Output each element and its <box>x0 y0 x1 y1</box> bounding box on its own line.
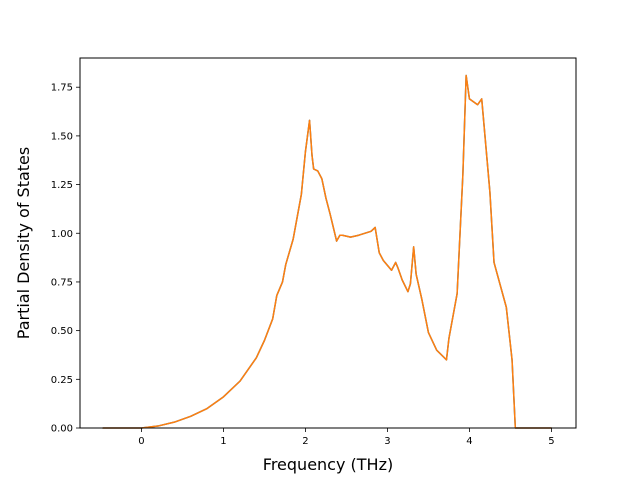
y-tick-label: 0.50 <box>51 326 73 337</box>
plot-area <box>80 58 576 428</box>
x-tick-label: 4 <box>466 436 472 447</box>
x-tick-label: 1 <box>220 436 226 447</box>
x-axis: 0 1 2 3 4 5 <box>138 428 555 447</box>
x-tick-label: 0 <box>138 436 144 447</box>
axes-frame <box>79 57 577 429</box>
y-tick-label: 1.75 <box>51 83 73 94</box>
y-tick-label: 0.00 <box>51 424 73 435</box>
x-axis-title: Frequency (THz) <box>263 455 393 474</box>
y-tick-label: 1.00 <box>51 229 73 240</box>
x-tick-label: 3 <box>384 436 390 447</box>
y-tick-label: 0.25 <box>51 375 73 386</box>
x-tick-label: 5 <box>548 436 554 447</box>
y-tick-label: 1.50 <box>51 131 73 142</box>
series-layer <box>102 74 553 429</box>
y-tick-label: 1.25 <box>51 180 73 191</box>
x-tick-label: 2 <box>302 436 308 447</box>
y-axis-title: Partial Density of States <box>14 147 33 339</box>
y-tick-label: 0.75 <box>51 277 73 288</box>
y-axis: 0.00 0.25 0.50 0.75 1.00 1.25 1.50 1.75 <box>51 83 80 435</box>
series-line-2 <box>102 74 553 429</box>
